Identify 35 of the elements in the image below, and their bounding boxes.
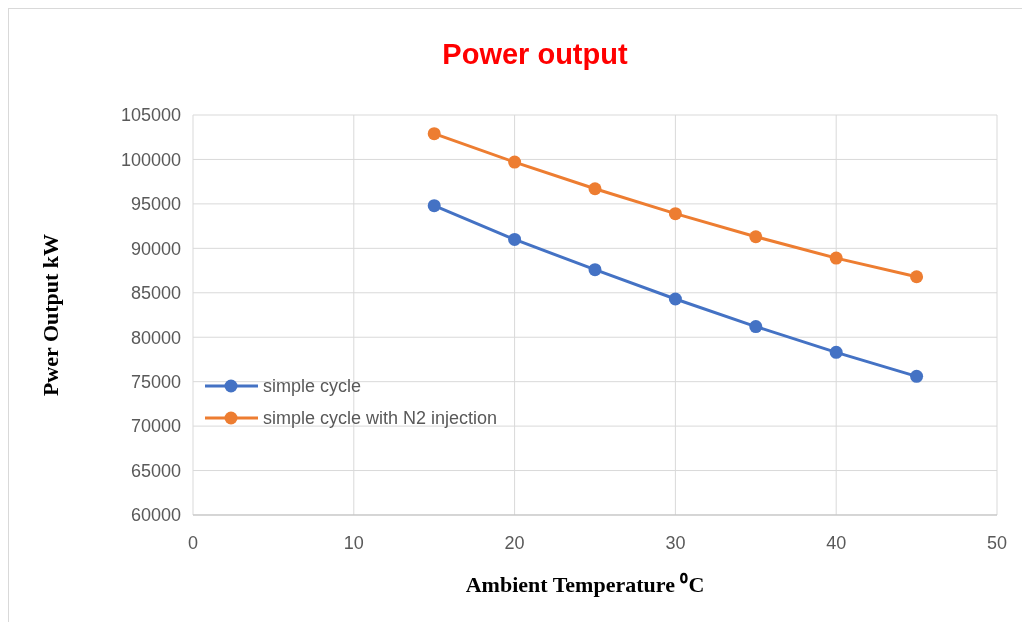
point bbox=[588, 182, 602, 196]
y-tick-label: 80000 bbox=[130, 327, 181, 348]
point bbox=[427, 199, 441, 213]
legend-label: simple cycle bbox=[263, 376, 362, 397]
y-axis-title: Pwer Output kW bbox=[38, 233, 63, 397]
y-tick-label: 90000 bbox=[130, 238, 181, 259]
point bbox=[508, 232, 522, 246]
legend-label: simple cycle with N2 injection bbox=[263, 408, 498, 429]
point bbox=[910, 270, 924, 284]
y-tick-label: 95000 bbox=[130, 194, 181, 215]
x-tick-label: 30 bbox=[665, 533, 686, 553]
x-tick-label: 20 bbox=[504, 533, 525, 553]
y-tick-label: 100000 bbox=[120, 149, 181, 170]
point bbox=[588, 263, 602, 277]
x-tick-label: 10 bbox=[343, 533, 364, 553]
x-tick-label: 0 bbox=[187, 533, 199, 553]
x-axis-title: Ambient Temperature ⁰C bbox=[465, 572, 705, 597]
y-tick-label: 105000 bbox=[120, 105, 181, 126]
y-tick-label: 85000 bbox=[130, 283, 181, 304]
y-tick-label: 75000 bbox=[130, 371, 181, 392]
point bbox=[668, 207, 682, 221]
y-tick-label: 70000 bbox=[130, 416, 181, 437]
point bbox=[749, 230, 763, 244]
point bbox=[829, 251, 843, 265]
point bbox=[427, 127, 441, 141]
point bbox=[749, 320, 763, 334]
point bbox=[508, 155, 522, 169]
y-tick-label: 65000 bbox=[130, 460, 181, 481]
chart-title: Power output bbox=[442, 38, 628, 70]
point bbox=[668, 292, 682, 306]
y-tick-label: 60000 bbox=[130, 505, 181, 526]
point bbox=[829, 345, 843, 359]
point bbox=[910, 369, 924, 383]
x-tick-label: 40 bbox=[826, 533, 847, 553]
x-tick-label: 50 bbox=[986, 533, 1008, 553]
